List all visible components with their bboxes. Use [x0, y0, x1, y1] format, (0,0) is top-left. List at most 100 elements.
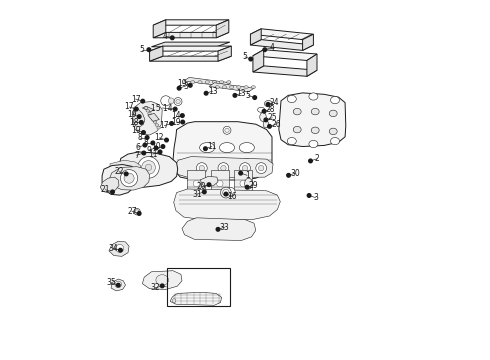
Polygon shape: [303, 34, 314, 50]
Polygon shape: [133, 109, 145, 127]
Text: 29: 29: [249, 181, 258, 189]
Polygon shape: [182, 218, 256, 240]
Polygon shape: [173, 122, 272, 180]
Ellipse shape: [199, 159, 215, 169]
Circle shape: [151, 141, 155, 145]
Polygon shape: [174, 157, 273, 178]
Polygon shape: [170, 292, 221, 305]
Text: 13: 13: [208, 87, 218, 96]
Polygon shape: [143, 271, 182, 289]
Text: 4: 4: [270, 43, 274, 52]
Text: 9: 9: [147, 146, 151, 155]
Circle shape: [268, 125, 271, 128]
Polygon shape: [209, 83, 254, 92]
Ellipse shape: [263, 121, 269, 128]
Circle shape: [165, 138, 169, 142]
Ellipse shape: [215, 86, 220, 89]
Circle shape: [262, 109, 266, 113]
Ellipse shape: [144, 107, 148, 109]
Ellipse shape: [265, 100, 272, 107]
Ellipse shape: [161, 96, 171, 106]
Ellipse shape: [220, 159, 235, 169]
Ellipse shape: [222, 86, 227, 89]
Polygon shape: [133, 102, 162, 135]
Ellipse shape: [223, 126, 231, 134]
Circle shape: [239, 171, 243, 175]
Text: 35: 35: [106, 279, 116, 287]
Text: 25: 25: [268, 113, 277, 122]
Text: 3: 3: [183, 82, 188, 91]
Circle shape: [245, 185, 249, 189]
Text: 19: 19: [127, 110, 137, 119]
Ellipse shape: [227, 81, 231, 84]
Ellipse shape: [226, 188, 235, 197]
Ellipse shape: [287, 138, 296, 145]
Ellipse shape: [330, 138, 340, 145]
Circle shape: [111, 190, 114, 194]
Ellipse shape: [220, 81, 224, 84]
Polygon shape: [149, 46, 231, 51]
Polygon shape: [253, 66, 317, 76]
Ellipse shape: [258, 107, 265, 112]
Ellipse shape: [220, 143, 235, 153]
Ellipse shape: [239, 159, 254, 169]
Text: 21: 21: [100, 185, 110, 194]
Polygon shape: [184, 77, 231, 86]
Ellipse shape: [196, 163, 207, 174]
Ellipse shape: [191, 81, 195, 84]
Polygon shape: [200, 176, 218, 186]
Text: 8: 8: [138, 133, 142, 142]
Ellipse shape: [330, 96, 340, 104]
Polygon shape: [250, 40, 314, 50]
Text: 19: 19: [171, 117, 180, 127]
Polygon shape: [174, 189, 280, 220]
Polygon shape: [109, 241, 129, 256]
Ellipse shape: [244, 86, 248, 89]
Text: 5: 5: [243, 53, 247, 62]
Ellipse shape: [169, 98, 174, 104]
Polygon shape: [279, 93, 346, 147]
Circle shape: [204, 147, 207, 150]
Text: 4: 4: [163, 32, 168, 41]
Text: 2: 2: [315, 154, 319, 163]
Polygon shape: [250, 29, 261, 45]
Circle shape: [137, 115, 141, 118]
Circle shape: [142, 131, 145, 134]
Circle shape: [307, 194, 311, 197]
Polygon shape: [253, 50, 317, 60]
Polygon shape: [105, 165, 133, 186]
Circle shape: [177, 86, 181, 90]
Ellipse shape: [217, 180, 223, 187]
Text: 8: 8: [143, 139, 148, 148]
Ellipse shape: [156, 275, 169, 285]
Ellipse shape: [138, 157, 159, 178]
Polygon shape: [218, 46, 231, 61]
Text: 7: 7: [134, 151, 139, 160]
Polygon shape: [143, 106, 154, 112]
Polygon shape: [253, 50, 264, 72]
Text: 30: 30: [290, 168, 300, 178]
Bar: [211, 170, 229, 197]
Ellipse shape: [124, 173, 134, 183]
Ellipse shape: [293, 108, 301, 115]
Text: 10: 10: [151, 142, 161, 151]
Polygon shape: [149, 56, 231, 61]
Polygon shape: [102, 165, 137, 195]
Polygon shape: [109, 167, 149, 190]
Ellipse shape: [149, 115, 153, 118]
Text: 3: 3: [313, 193, 318, 202]
Circle shape: [189, 84, 192, 87]
Circle shape: [233, 94, 237, 97]
Circle shape: [181, 120, 185, 124]
Circle shape: [137, 212, 141, 215]
Ellipse shape: [146, 109, 149, 112]
Ellipse shape: [240, 163, 250, 174]
Text: 19: 19: [131, 126, 141, 135]
Ellipse shape: [116, 171, 124, 180]
Text: 6: 6: [135, 143, 140, 152]
Circle shape: [207, 183, 211, 186]
Circle shape: [170, 122, 173, 125]
Ellipse shape: [240, 180, 246, 187]
Circle shape: [264, 118, 268, 122]
Ellipse shape: [172, 299, 176, 302]
